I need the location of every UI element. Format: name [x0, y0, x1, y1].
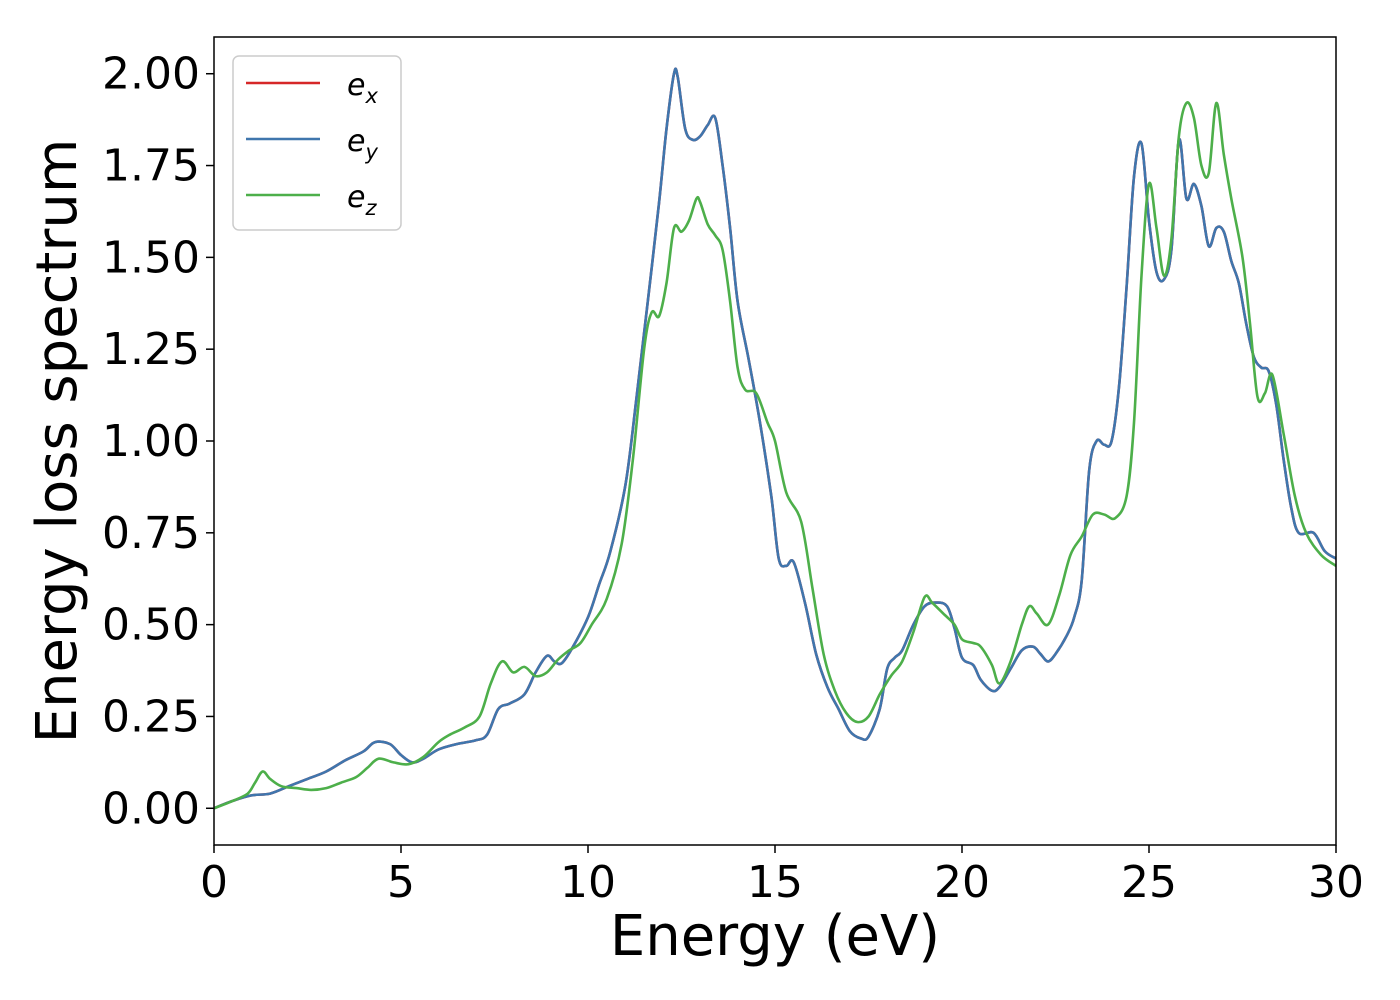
y-tick-label: 0.25 [102, 691, 200, 742]
x-axis-label: Energy (eV) [610, 904, 940, 969]
y-tick-label: 1.50 [102, 232, 200, 283]
x-tick-label: 20 [934, 857, 990, 908]
x-tick-label: 0 [200, 857, 228, 908]
y-tick-label: 0.75 [102, 508, 200, 559]
series-layer [214, 67, 1336, 810]
y-tick-label: 1.75 [102, 141, 200, 192]
x-axis-ticks: 0 5 10 15 20 25 30 [200, 845, 1364, 908]
y-tick-label: 1.00 [102, 416, 200, 467]
y-axis-ticks: 0.00 0.25 0.50 0.75 1.00 1.25 1.50 1.75 2.00 [102, 49, 214, 834]
x-tick-label: 15 [747, 857, 803, 908]
x-tick-label: 30 [1308, 857, 1364, 908]
x-tick-label: 5 [387, 857, 415, 908]
legend-box [232, 55, 402, 231]
y-axis-label: Energy loss spectrum [25, 139, 90, 744]
y-tick-label: 2.00 [102, 49, 200, 100]
series-line-ey [214, 67, 1336, 810]
series-line-ez [214, 101, 1336, 810]
legend-label-ez: ez [347, 180, 377, 220]
x-tick-label: 25 [1121, 857, 1177, 908]
x-tick-label: 10 [560, 857, 616, 908]
y-tick-label: 0.50 [102, 600, 200, 651]
y-tick-label: 1.25 [102, 324, 200, 375]
legend-label-ey: ey [347, 124, 378, 164]
y-tick-label: 0.00 [102, 783, 200, 834]
